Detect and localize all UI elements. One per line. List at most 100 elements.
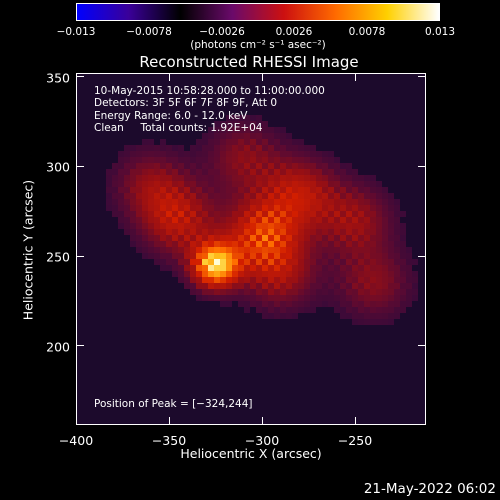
heatmap-cell: [184, 163, 190, 169]
heatmap-cell: [406, 253, 412, 259]
heatmap-cell: [370, 319, 376, 325]
heatmap-cell: [382, 265, 388, 271]
heatmap-cell: [346, 253, 352, 259]
heatmap-cell: [136, 217, 142, 223]
heatmap-cell: [322, 283, 328, 289]
heatmap-cell: [268, 253, 274, 259]
heatmap-cell: [346, 217, 352, 223]
heatmap-cell: [196, 271, 202, 277]
heatmap-cell: [196, 235, 202, 241]
heatmap-cell: [292, 175, 298, 181]
heatmap-cell: [280, 157, 286, 163]
heatmap-cell: [364, 181, 370, 187]
heatmap-cell: [280, 217, 286, 223]
heatmap-cell: [124, 163, 130, 169]
heatmap-cell: [298, 301, 304, 307]
heatmap-cell: [382, 217, 388, 223]
heatmap-cell: [262, 127, 268, 133]
heatmap-cell: [352, 187, 358, 193]
heatmap-cell: [196, 175, 202, 181]
heatmap-cell: [256, 187, 262, 193]
heatmap-cell: [160, 241, 166, 247]
heatmap-cell: [346, 307, 352, 313]
heatmap-cell: [280, 271, 286, 277]
heatmap-cell: [202, 169, 208, 175]
heatmap-cell: [328, 193, 334, 199]
heatmap-cell: [328, 205, 334, 211]
heatmap-cell: [244, 181, 250, 187]
heatmap-cell: [280, 241, 286, 247]
heatmap-cell: [250, 181, 256, 187]
heatmap-cell: [376, 193, 382, 199]
heatmap-cell: [226, 241, 232, 247]
heatmap-cell: [118, 181, 124, 187]
heatmap-cell: [286, 133, 292, 139]
heatmap-cell: [136, 157, 142, 163]
heatmap-cell: [196, 139, 202, 145]
heatmap-cell: [106, 175, 112, 181]
heatmap-cell: [274, 205, 280, 211]
heatmap-cell: [274, 283, 280, 289]
heatmap-cell: [274, 193, 280, 199]
heatmap-cell: [262, 277, 268, 283]
heatmap-cell: [232, 205, 238, 211]
heatmap-cell: [196, 259, 202, 265]
heatmap-cell: [178, 175, 184, 181]
heatmap-cell: [172, 241, 178, 247]
heatmap-cell: [178, 223, 184, 229]
heatmap-cell: [364, 235, 370, 241]
heatmap-cell: [208, 151, 214, 157]
heatmap-cell: [334, 295, 340, 301]
heatmap-cell: [268, 145, 274, 151]
heatmap-cell: [154, 247, 160, 253]
heatmap-cell: [292, 235, 298, 241]
heatmap-cell: [322, 223, 328, 229]
heatmap-cell: [262, 169, 268, 175]
heatmap-cell: [376, 223, 382, 229]
heatmap-cell: [112, 169, 118, 175]
heatmap-cell: [250, 199, 256, 205]
heatmap-cell: [256, 205, 262, 211]
heatmap-cell: [358, 271, 364, 277]
heatmap-cell: [232, 193, 238, 199]
heatmap-cell: [142, 223, 148, 229]
heatmap-cell: [238, 265, 244, 271]
heatmap-cell: [358, 241, 364, 247]
heatmap-cell: [388, 313, 394, 319]
heatmap-cell: [316, 283, 322, 289]
heatmap-cell: [208, 133, 214, 139]
heatmap-cell: [190, 289, 196, 295]
y-tick-mark: [76, 165, 84, 167]
heatmap-cell: [262, 313, 268, 319]
heatmap-cell: [262, 193, 268, 199]
heatmap-cell: [256, 127, 262, 133]
heatmap-cell: [190, 259, 196, 265]
heatmap-cell: [340, 187, 346, 193]
heatmap-cell: [262, 217, 268, 223]
heatmap-cell: [352, 277, 358, 283]
heatmap-cell: [256, 259, 262, 265]
heatmap-cell: [298, 211, 304, 217]
heatmap-cell: [238, 271, 244, 277]
heatmap-cell: [184, 271, 190, 277]
heatmap-cell: [232, 241, 238, 247]
x-tick-mark: [168, 73, 170, 81]
heatmap-cell: [232, 265, 238, 271]
heatmap-cell: [322, 151, 328, 157]
heatmap-cell: [250, 115, 256, 121]
heatmap-cell: [292, 211, 298, 217]
heatmap-cell: [148, 199, 154, 205]
heatmap-cell: [370, 175, 376, 181]
y-tick-label: 250: [46, 249, 70, 265]
heatmap-cell: [322, 295, 328, 301]
heatmap-cell: [220, 295, 226, 301]
heatmap-cell: [280, 163, 286, 169]
heatmap-cell: [376, 259, 382, 265]
heatmap-cell: [274, 301, 280, 307]
heatmap-cell: [358, 289, 364, 295]
heatmap-cell: [220, 163, 226, 169]
heatmap-cell: [190, 277, 196, 283]
heatmap-cell: [118, 223, 124, 229]
heatmap-cell: [208, 283, 214, 289]
heatmap-cell: [196, 151, 202, 157]
